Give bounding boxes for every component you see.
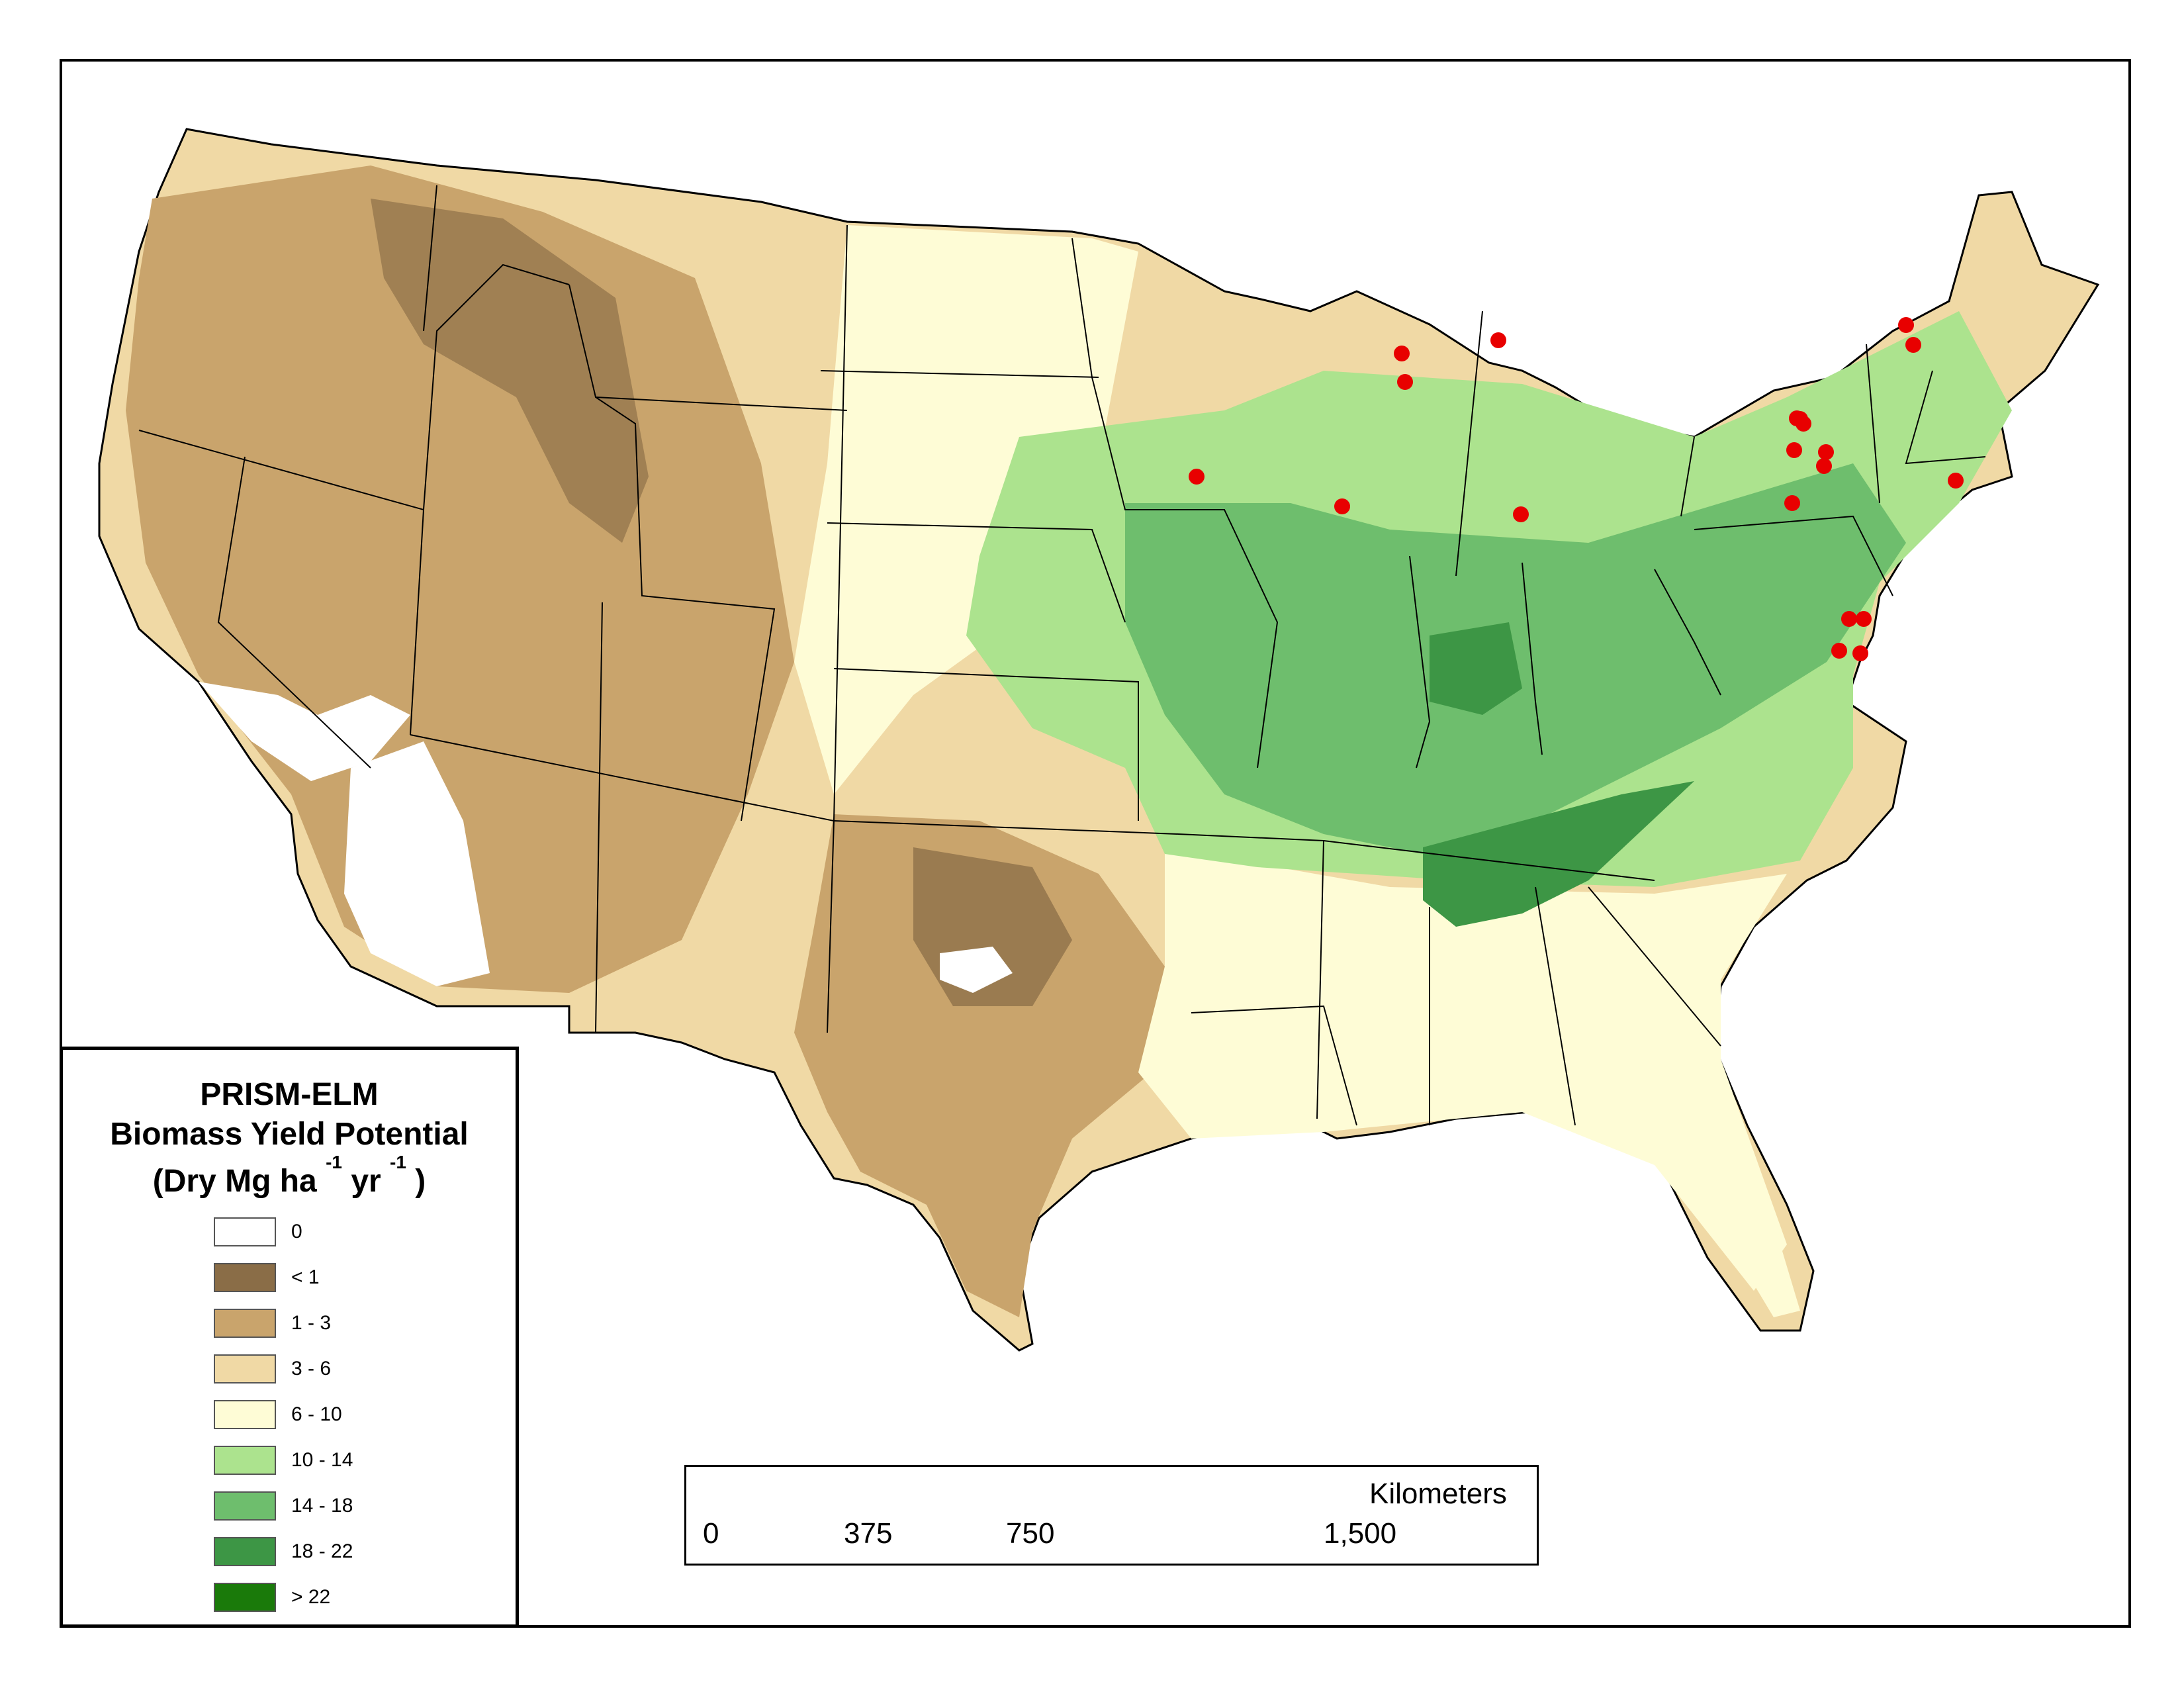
site-marker — [1394, 346, 1410, 361]
zone-plains-pale — [794, 225, 1138, 794]
zone-desert-southwest — [344, 741, 490, 986]
legend-swatch-0 — [214, 1217, 276, 1246]
site-marker — [1796, 416, 1811, 432]
zone-florida-pale — [1694, 1092, 1800, 1317]
site-marker — [1786, 442, 1802, 458]
state-boundaries — [138, 185, 1986, 1126]
site-marker — [1841, 611, 1857, 627]
scale-tick-1500: 1,500 — [1324, 1517, 1397, 1550]
site-marker — [1334, 498, 1350, 514]
scale-bar: Kilometers 0 375 750 1,500 — [684, 1465, 1539, 1566]
legend-label-7: 18 - 22 — [291, 1540, 353, 1562]
legend-swatch-3 — [214, 1354, 276, 1383]
scale-unit: Kilometers — [1369, 1477, 1507, 1510]
site-marker — [1948, 473, 1964, 489]
zone-texas-white — [940, 947, 1013, 993]
legend-label-8: > 22 — [291, 1586, 331, 1608]
site-marker — [1852, 645, 1868, 661]
legend-swatch-1 — [214, 1263, 276, 1292]
site-marker — [1831, 643, 1847, 659]
scale-tick-750: 750 — [1006, 1517, 1055, 1550]
legend-label-6: 14 - 18 — [291, 1495, 353, 1517]
zone-core-dark-green — [1430, 622, 1522, 715]
site-marker — [1856, 611, 1872, 627]
legend-title-line1: PRISM-ELM — [200, 1077, 379, 1112]
legend-swatch-5 — [214, 1446, 276, 1475]
legend-swatch-2 — [214, 1309, 276, 1338]
legend-units-exp2: -1 — [390, 1152, 406, 1172]
legend-label-5: 10 - 14 — [291, 1449, 353, 1471]
site-marker — [1397, 374, 1413, 390]
legend-label-1: < 1 — [291, 1266, 320, 1288]
site-marker — [1490, 332, 1506, 348]
site-marker — [1905, 337, 1921, 353]
legend-units-suffix: ) — [415, 1164, 426, 1199]
site-marker — [1513, 506, 1529, 522]
zone-great-basin-white — [199, 682, 410, 781]
site-marker — [1816, 458, 1832, 474]
zone-appalachian-dark-green — [1423, 781, 1694, 927]
legend-label-3: 3 - 6 — [291, 1358, 332, 1380]
legend-units-prefix: (Dry Mg ha — [152, 1164, 317, 1199]
legend-units-exp1: -1 — [326, 1152, 342, 1172]
sample-sites — [1189, 317, 1964, 661]
legend-swatch-4 — [214, 1400, 276, 1429]
zone-south-pale — [1138, 847, 1787, 1291]
legend: PRISM-ELM Biomass Yield Potential (Dry M… — [60, 1047, 519, 1628]
legend-label-2: 1 - 3 — [291, 1312, 332, 1334]
site-marker — [1784, 495, 1800, 511]
legend-swatch-8 — [214, 1583, 276, 1612]
legend-title-line3: (Dry Mg ha -1 yr -1 ) — [63, 1152, 516, 1200]
site-marker — [1898, 317, 1914, 333]
legend-title-line2: Biomass Yield Potential — [110, 1117, 469, 1152]
legend-swatch-7 — [214, 1537, 276, 1566]
legend-units-mid: yr — [351, 1164, 381, 1199]
site-marker — [1189, 469, 1205, 485]
scale-tick-0: 0 — [703, 1517, 719, 1550]
zone-rockies-dark — [371, 199, 649, 543]
site-marker — [1818, 444, 1834, 460]
legend-swatch-6 — [214, 1491, 276, 1521]
legend-label-0: 0 — [291, 1221, 302, 1243]
legend-label-4: 6 - 10 — [291, 1403, 342, 1425]
map-frame — [60, 59, 2131, 1628]
scale-tick-375: 375 — [844, 1517, 893, 1550]
